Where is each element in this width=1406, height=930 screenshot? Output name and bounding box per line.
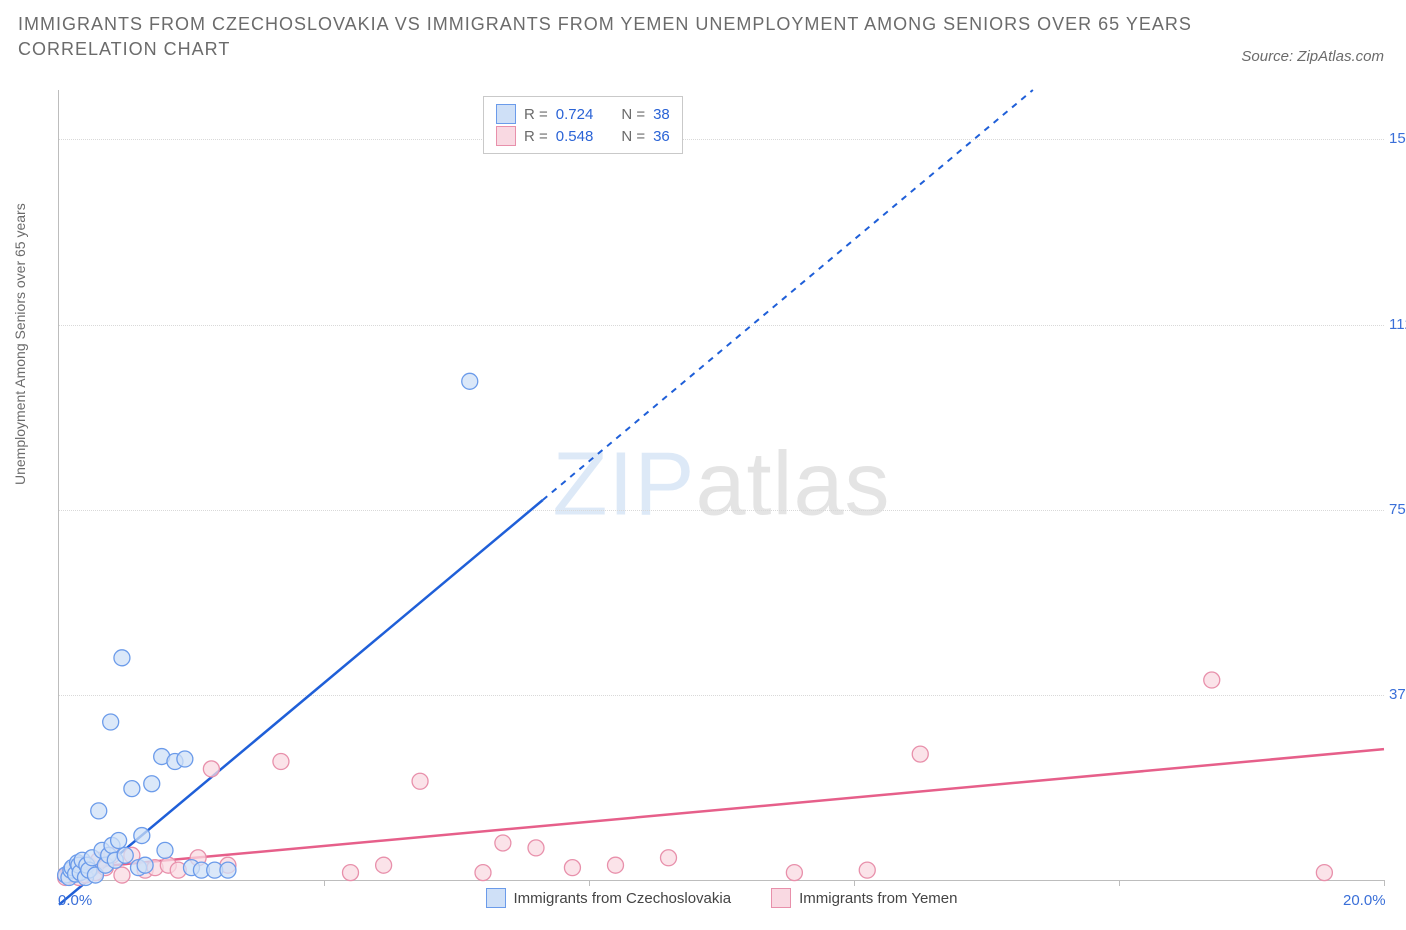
legend-series-item: Immigrants from Yemen (771, 888, 957, 908)
legend-stat-row: R = 0.548 N = 36 (496, 125, 670, 147)
legend-r-value: 0.548 (556, 128, 594, 145)
x-tick (1384, 880, 1385, 886)
legend-stats: R = 0.724 N = 38 R = 0.548 N = 36 (483, 96, 683, 154)
y-tick-label: 112.5% (1389, 316, 1406, 333)
legend-series-item: Immigrants from Czechoslovakia (486, 888, 732, 908)
legend-stat-row: R = 0.724 N = 38 (496, 103, 670, 125)
legend-n-value: 38 (653, 106, 670, 123)
x-tick (854, 880, 855, 886)
legend-swatch (486, 888, 506, 908)
x-tick-label: 0.0% (58, 892, 92, 909)
legend-r-value: 0.724 (556, 106, 594, 123)
x-tick-label: 20.0% (1343, 892, 1386, 909)
legend-series: Immigrants from Czechoslovakia Immigrants… (59, 888, 1384, 908)
legend-r-label: R = (524, 106, 548, 123)
source-link[interactable]: ZipAtlas.com (1297, 48, 1384, 65)
legend-swatch (771, 888, 791, 908)
chart-title: IMMIGRANTS FROM CZECHOSLOVAKIA VS IMMIGR… (18, 10, 1192, 64)
legend-n-label: N = (621, 128, 645, 145)
legend-series-label: Immigrants from Yemen (799, 890, 957, 907)
y-axis-title: Unemployment Among Seniors over 65 years (12, 203, 28, 485)
x-tick (589, 880, 590, 886)
title-line-2: CORRELATION CHART (18, 39, 1192, 60)
legend-series-label: Immigrants from Czechoslovakia (514, 890, 732, 907)
legend-n-label: N = (621, 106, 645, 123)
legend-swatch (496, 104, 516, 124)
y-tick-label: 150.0% (1389, 130, 1406, 147)
plot-area: ZIPatlas 37.5%75.0%112.5%150.0% R =0.724… (58, 90, 1384, 881)
y-tick-label: 37.5% (1389, 686, 1406, 703)
legend-swatch (496, 126, 516, 146)
legend-r-label: R = (524, 128, 548, 145)
chart-canvas (59, 90, 1384, 880)
title-line-1: IMMIGRANTS FROM CZECHOSLOVAKIA VS IMMIGR… (18, 14, 1192, 35)
source-attribution: Source: ZipAtlas.com (1241, 48, 1384, 65)
source-label: Source: (1241, 48, 1297, 65)
legend-n-value: 36 (653, 128, 670, 145)
x-tick (324, 880, 325, 886)
x-tick (1119, 880, 1120, 886)
y-tick-label: 75.0% (1389, 501, 1406, 518)
